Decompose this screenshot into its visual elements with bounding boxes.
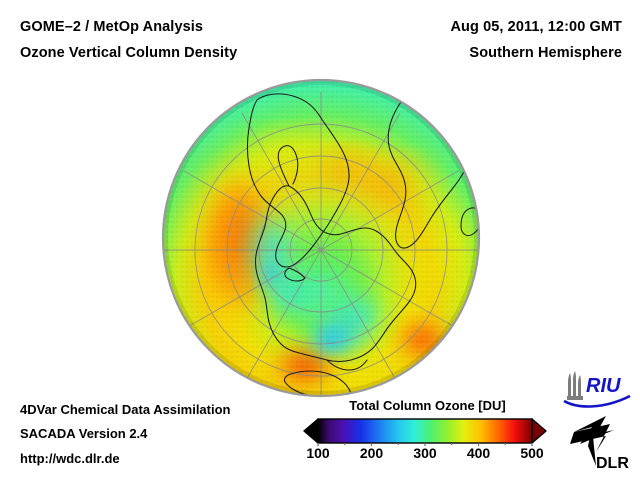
colorbar: Total Column Ozone [DU] 100 200 300 400 500 — [300, 398, 555, 476]
globe-limb — [161, 78, 481, 398]
colorbar-tick-labels: 100 200 300 400 500 — [300, 445, 555, 467]
coast-antarctica — [254, 185, 417, 363]
riu-wordmark: RIU — [586, 375, 621, 397]
colorbar-gradient — [303, 418, 547, 446]
riu-tower-icon — [567, 371, 583, 400]
colorbar-tick-label: 500 — [520, 445, 544, 461]
region-label: Southern Hemisphere — [469, 45, 622, 61]
coast-south-america — [246, 93, 350, 268]
footer-method: 4DVar Chemical Data Assimilation — [20, 402, 231, 417]
coast-antarctic-peninsula — [277, 145, 299, 187]
footer-url: http://wdc.dlr.de — [20, 451, 120, 466]
dlr-wordmark: DLR — [596, 455, 629, 472]
colorbar-tick-label: 100 — [306, 445, 330, 461]
riu-swoosh — [563, 394, 631, 408]
colorbar-extend-low — [303, 418, 319, 444]
coast-tierra-del-fuego — [284, 267, 306, 282]
colorbar-tick-label: 300 — [413, 445, 437, 461]
footer-version: SACADA Version 2.4 — [20, 426, 148, 441]
analysis-datetime: Aug 05, 2011, 12:00 GMT — [450, 19, 622, 35]
dlr-mark-icon — [570, 416, 614, 466]
dlr-logo: DLR — [566, 414, 634, 472]
graticule — [163, 80, 479, 396]
page-subtitle: Ozone Vertical Column Density — [20, 45, 238, 61]
colorbar-tick-label: 400 — [466, 445, 491, 461]
colorbar-ticks — [317, 443, 533, 446]
page-title: GOME–2 / MetOp Analysis — [20, 19, 204, 35]
colorbar-extend-high — [531, 418, 547, 444]
coast-australia — [283, 370, 352, 396]
south-pole-marker — [319, 248, 323, 252]
colorbar-tick-label: 200 — [359, 445, 384, 461]
coast-new-zealand — [396, 383, 416, 394]
colorbar-title: Total Column Ozone [DU] — [349, 398, 506, 413]
ozone-globe-map — [161, 78, 481, 398]
coast-ross-ice-shelf — [326, 359, 368, 371]
riu-logo: RIU — [560, 370, 634, 410]
